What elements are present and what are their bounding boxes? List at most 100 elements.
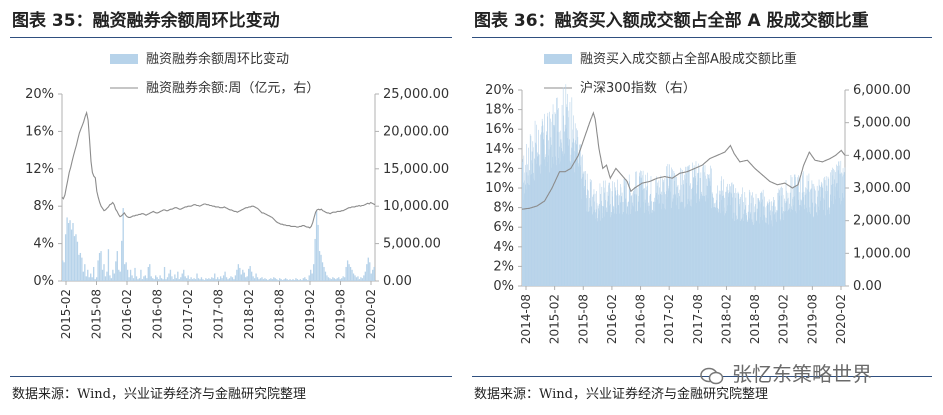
bar — [754, 204, 756, 286]
y-left-tick-label: 0% — [493, 279, 514, 294]
bar — [680, 167, 681, 286]
bar — [351, 269, 353, 281]
bar — [101, 269, 104, 281]
bar — [634, 186, 635, 286]
bar — [644, 199, 646, 286]
bar — [144, 275, 147, 281]
bar — [811, 198, 812, 286]
bar — [655, 192, 657, 286]
bar — [129, 269, 132, 281]
bar — [360, 277, 362, 281]
x-tick-label: 2015-08 — [576, 294, 590, 344]
bar — [561, 142, 562, 286]
bar — [792, 209, 794, 286]
bar — [72, 223, 74, 281]
bar — [283, 279, 285, 281]
bar — [202, 279, 204, 281]
bar — [637, 210, 638, 286]
bar — [363, 275, 365, 281]
legend-line-label: 沪深300指数（右） — [580, 80, 696, 96]
bar — [159, 275, 161, 281]
bar — [585, 171, 586, 286]
bar — [772, 211, 773, 286]
bar — [782, 187, 783, 286]
bar — [786, 201, 788, 286]
bar — [536, 163, 538, 286]
bar — [587, 189, 588, 286]
bar — [765, 217, 766, 286]
bar — [299, 279, 302, 281]
bar — [228, 278, 231, 281]
bar — [700, 195, 701, 286]
bar — [832, 204, 834, 286]
bar — [540, 134, 541, 286]
bar — [549, 111, 550, 286]
bar — [735, 219, 737, 286]
bar — [218, 279, 220, 281]
bar — [733, 212, 735, 286]
bar — [546, 162, 548, 286]
bar — [763, 206, 765, 286]
bar — [571, 129, 573, 286]
bar — [754, 206, 756, 286]
bar — [214, 273, 216, 281]
bar — [647, 205, 649, 286]
bar — [545, 166, 546, 286]
bar — [807, 189, 809, 286]
bar — [767, 201, 768, 286]
bar — [594, 201, 595, 286]
bar — [769, 211, 770, 286]
bar — [727, 183, 728, 286]
bar — [835, 199, 837, 286]
legend-bar-label: 融资融券余额周环比变动 — [146, 51, 289, 67]
bar — [622, 211, 624, 286]
bar — [723, 195, 725, 286]
bar — [643, 201, 644, 286]
bar — [548, 149, 550, 286]
bar — [590, 182, 591, 286]
bar — [578, 163, 579, 286]
bar — [635, 171, 636, 286]
bar — [753, 197, 754, 286]
bar — [146, 278, 148, 281]
bar — [804, 204, 805, 286]
y-right-tick-label: 6,000.00 — [853, 83, 911, 98]
bar — [780, 195, 782, 286]
bar — [819, 210, 820, 286]
y-right-tick-label: 5,000.00 — [383, 237, 441, 252]
bar — [523, 182, 524, 286]
bar — [246, 276, 248, 281]
bar — [556, 97, 558, 286]
bar — [784, 203, 786, 286]
bar — [736, 218, 738, 286]
bar — [742, 187, 743, 286]
bar — [750, 213, 751, 286]
bar — [833, 196, 835, 286]
y-left-tick-label: 16% — [25, 124, 54, 139]
bar — [629, 189, 631, 286]
bar — [78, 254, 80, 281]
bar — [706, 178, 707, 286]
bar — [777, 200, 779, 286]
bar — [745, 212, 747, 286]
bar — [252, 276, 254, 281]
bar — [607, 195, 609, 286]
bar — [212, 278, 214, 281]
y-right-tick-label: 0.00 — [383, 274, 412, 289]
bar — [719, 202, 720, 286]
bar — [684, 208, 686, 286]
bar — [574, 172, 576, 286]
bar — [620, 184, 621, 286]
bar — [756, 208, 758, 286]
bar — [720, 180, 722, 286]
bar — [631, 195, 633, 286]
bar — [535, 159, 536, 286]
bar — [699, 198, 700, 286]
bar — [805, 187, 806, 286]
bar — [265, 279, 268, 281]
bar — [738, 206, 740, 286]
y-left-tick-label: 14% — [485, 142, 514, 157]
bar — [628, 201, 630, 286]
bar — [756, 220, 758, 286]
bar — [683, 184, 684, 286]
